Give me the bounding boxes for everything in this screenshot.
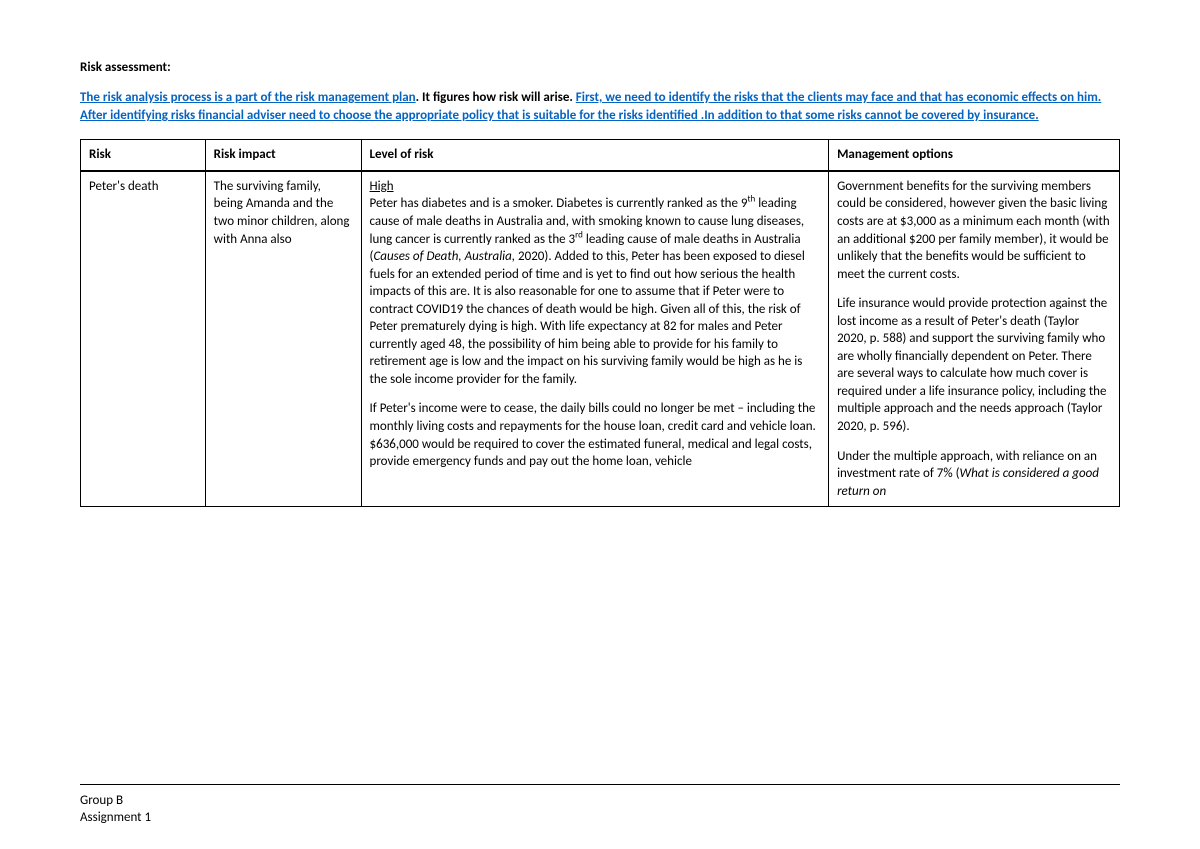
intro-paragraph: The risk analysis process is a part of t…: [80, 89, 1120, 125]
level-p1a: Peter has diabetes and is a smoker. Diab…: [370, 196, 748, 211]
table-row: Peter's death The surviving family, bein…: [81, 171, 1120, 507]
table-header-row: Risk Risk impact Level of risk Managemen…: [81, 140, 1120, 171]
footer-rule: [80, 784, 1120, 785]
cell-mgmt: Government benefits for the surviving me…: [829, 171, 1120, 507]
intro-plain: . It figures how risk will arise.: [416, 90, 576, 105]
level-cite1: Causes of Death, Australia,: [373, 249, 515, 264]
header-impact: Risk impact: [205, 140, 361, 171]
page-footer: Group B Assignment 1: [80, 792, 151, 827]
header-level: Level of risk: [361, 140, 829, 171]
mgmt-p1: Government benefits for the surviving me…: [837, 179, 1110, 282]
intro-highlight-1: The risk analysis process is a part of t…: [80, 90, 416, 105]
header-mgmt: Management options: [829, 140, 1120, 171]
risk-table: Risk Risk impact Level of risk Managemen…: [80, 139, 1120, 507]
footer-line-2: Assignment 1: [80, 809, 151, 827]
level-p2: If Peter's income were to cease, the dai…: [370, 401, 816, 469]
level-p1d: 2020). Added to this, Peter has been exp…: [370, 249, 805, 387]
level-label: High: [370, 179, 394, 194]
sup-3rd: rd: [575, 229, 583, 240]
cell-risk: Peter's death: [81, 171, 206, 507]
footer-line-1: Group B: [80, 792, 151, 810]
cell-impact: The surviving family, being Amanda and t…: [205, 171, 361, 507]
section-heading: Risk assessment:: [80, 60, 1120, 75]
cell-level: High Peter has diabetes and is a smoker.…: [361, 171, 829, 507]
mgmt-p2: Life insurance would provide protection …: [837, 296, 1107, 434]
header-risk: Risk: [81, 140, 206, 171]
